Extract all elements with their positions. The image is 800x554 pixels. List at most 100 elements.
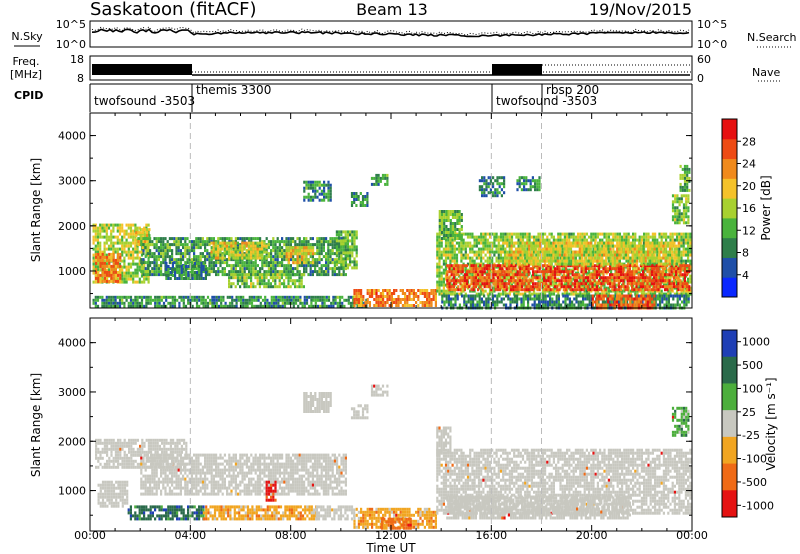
power-cell [168,243,171,247]
power-cell [101,229,104,233]
power-cell [314,243,317,247]
power-cell [101,273,104,277]
power-cell [305,237,308,241]
power-cell [351,248,354,252]
power-cell [469,232,472,236]
power-cell [554,270,557,274]
power-cell [438,241,441,245]
power-cell [462,256,465,260]
power-cell [129,235,133,239]
power-cell [421,292,424,295]
power-cell [612,250,615,254]
power-cell [138,256,141,260]
power-cell [481,288,484,292]
power-cell [479,264,482,268]
power-cell [294,273,297,277]
power-cell [322,237,325,241]
power-cell [138,280,141,284]
power-cell [390,301,393,304]
power-cell [539,250,542,254]
power-cell [312,198,315,202]
power-cell [94,295,97,299]
power-cell [636,280,639,284]
power-cell [117,252,120,256]
power-cell [256,276,259,280]
power-cell [481,270,484,274]
power-cell [237,246,240,250]
power-cell [526,232,529,236]
power-cell [449,259,452,263]
power-cell [254,276,257,280]
power-cell [447,292,450,296]
power-cell [521,271,525,275]
power-cell [280,276,283,280]
power-cell [549,279,552,283]
power-cell [508,292,511,296]
power-cell [351,251,354,255]
power-cell [479,276,482,280]
power-cell [116,295,119,299]
power-cell [214,241,217,245]
power-cell [444,238,448,242]
power-cell [217,240,220,244]
power-cell [423,295,426,298]
power-cell [300,285,303,289]
power-cell [555,289,558,293]
power-cell [116,223,119,227]
power-cell [261,256,264,260]
power-cell [559,244,562,248]
power-cell [309,186,312,190]
power-cell [305,301,309,305]
power-cell [165,274,168,277]
power-cell [549,282,552,286]
power-cell [272,298,276,302]
power-cell [103,270,106,274]
power-cell [601,232,604,236]
power-cell [270,252,273,256]
power-cell [442,283,445,287]
power-cell [294,298,298,302]
power-cell [265,261,268,265]
power-cell [667,253,670,257]
power-cell [512,279,515,283]
power-cell [583,265,586,269]
power-cell [470,264,473,268]
power-cell [232,276,235,280]
power-cell [492,270,495,274]
power-cell [134,241,137,245]
power-cell [505,267,508,271]
power-cell [455,273,458,277]
power-cell [495,232,498,236]
power-cell [470,279,473,283]
power-cell [119,258,122,262]
power-cell [643,292,646,296]
power-cell [643,241,646,245]
power-cell [141,231,144,235]
power-cell [446,270,449,274]
power-cell [320,243,323,247]
power-cell [329,267,332,271]
power-cell [241,247,244,251]
power-cell [349,233,352,237]
power-cell [333,273,336,277]
power-cell [480,250,483,254]
power-cell [417,298,420,301]
power-cell [455,286,459,290]
power-cell [384,289,387,292]
power-cell [417,304,420,307]
power-cell [547,285,550,289]
power-cell [247,244,250,248]
power-cell [351,230,354,234]
power-cell [134,247,137,251]
power-cell [301,258,304,262]
power-cell [399,298,402,301]
power-cell [297,304,300,308]
power-cell [331,237,334,241]
power-cell [662,232,665,236]
power-cell [140,240,143,244]
power-cell [155,255,158,259]
power-cell [261,250,264,254]
power-cell [488,285,491,289]
power-cell [687,250,690,254]
power-cell [188,252,191,256]
